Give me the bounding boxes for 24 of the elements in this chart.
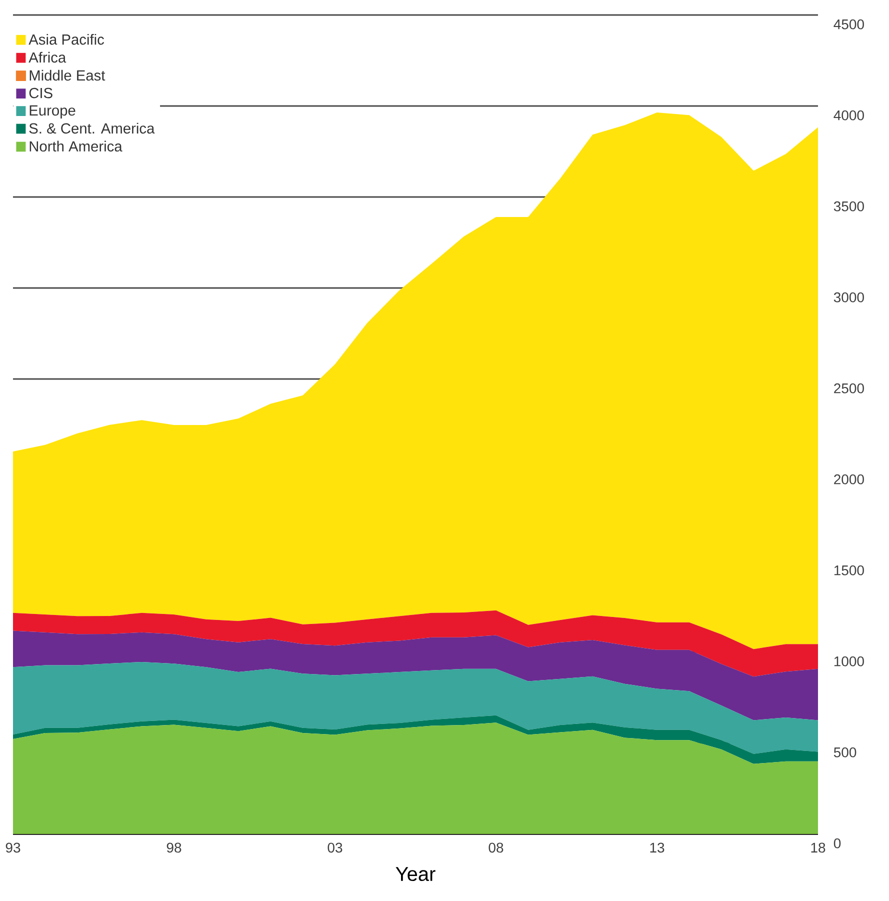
legend-label: Europe [30, 105, 76, 119]
y-tick-label: 3500 [834, 201, 864, 212]
y-tick-label: 3000 [834, 292, 864, 302]
x-tick-label: 18 [811, 842, 826, 853]
legend-label: North America [30, 140, 122, 152]
y-tick-label: 4500 [834, 19, 864, 30]
x-tick-label: 93 [6, 842, 20, 853]
legend-label: Middle East [30, 70, 106, 81]
x-tick-label: 98 [166, 842, 182, 853]
legend-label: CIS [29, 88, 52, 98]
x-tick-label: 13 [650, 842, 664, 853]
x-axis-title: Year [396, 867, 436, 882]
x-tick-label: 08 [488, 842, 504, 853]
legend-label: Africa [28, 52, 66, 63]
y-tick-label: 1500 [834, 565, 864, 576]
y-tick-label: 2000 [834, 474, 864, 484]
y-tick-label: 0 [834, 838, 841, 848]
legend-label: S. & Cent. America [29, 122, 155, 134]
y-tick-label: 500 [834, 747, 856, 758]
y-tick-label: 4000 [834, 110, 864, 120]
y-tick-label: 1000 [834, 656, 864, 666]
legend-label: Asia Pacific [28, 34, 104, 45]
x-tick-label: 03 [328, 842, 342, 853]
y-tick-label: 2500 [834, 383, 864, 394]
